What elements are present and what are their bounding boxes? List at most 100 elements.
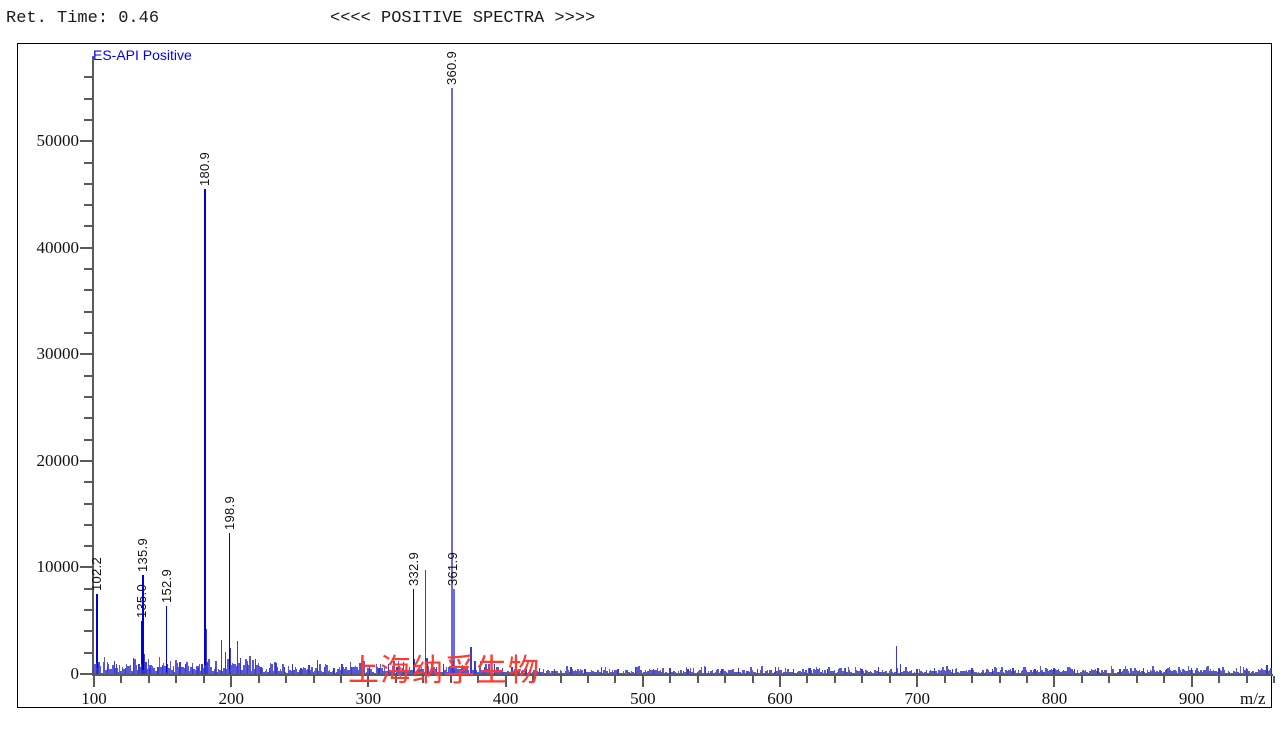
baseline-noise [698,671,700,674]
baseline-noise [500,672,502,674]
spectrum-peak [426,658,428,674]
baseline-noise [506,671,508,674]
spectrum-peak [652,668,655,674]
spectrum-peak [792,668,795,674]
baseline-noise [632,671,634,674]
baseline-noise [580,669,582,674]
baseline-noise [1100,672,1102,674]
y-tick-minor [84,545,92,548]
x-tick-label: 400 [492,689,519,708]
baseline-noise [958,673,961,674]
baseline-noise [839,667,841,674]
baseline-noise [758,672,760,674]
y-tick-minor [84,395,92,398]
baseline-noise [585,671,587,674]
baseline-noise [683,670,685,674]
baseline-noise [1111,666,1113,674]
baseline-noise [293,669,295,674]
y-axis-line [92,56,94,675]
baseline-noise [628,671,630,674]
baseline-noise [440,672,442,674]
baseline-noise [423,671,426,674]
baseline-noise [1131,670,1134,674]
baseline-noise [224,656,227,674]
x-axis-unit-label: m/z [1240,689,1266,708]
baseline-noise [239,665,242,674]
baseline-noise [1251,671,1253,674]
x-tick-label: 700 [904,689,931,708]
baseline-noise [781,673,784,674]
baseline-noise [256,664,258,674]
baseline-noise [919,669,921,674]
baseline-noise [1204,669,1206,674]
baseline-noise [903,671,906,674]
baseline-noise [828,667,830,674]
baseline-noise [1002,672,1005,674]
baseline-noise [508,671,511,674]
y-tick-major [80,673,92,675]
baseline-noise [1234,672,1236,674]
baseline-noise [1094,669,1097,674]
baseline-noise [1226,672,1228,674]
baseline-noise [416,671,419,674]
x-tick-minor [202,676,205,683]
spectrum-peak-labeled [228,533,231,674]
baseline-noise [1170,669,1172,674]
baseline-noise [544,672,546,674]
baseline-noise [315,667,317,674]
baseline-noise [182,667,184,674]
x-tick-major [916,676,919,687]
baseline-noise [706,673,708,674]
baseline-noise [543,669,545,674]
baseline-noise [997,672,999,674]
baseline-noise [1145,672,1147,674]
spectra-mode-title: <<<< POSITIVE SPECTRA >>>> [330,9,596,28]
baseline-noise [936,673,939,674]
baseline-noise [555,671,557,674]
baseline-noise [153,667,155,674]
baseline-noise [951,671,954,674]
y-tick-minor [84,182,92,185]
baseline-noise [1133,671,1135,674]
baseline-noise [462,669,464,674]
x-tick-minor [943,676,946,683]
baseline-noise [275,666,277,674]
baseline-noise [597,669,600,674]
baseline-noise [1270,668,1272,674]
baseline-noise [164,665,166,674]
baseline-noise [1198,671,1201,674]
baseline-noise [924,672,926,674]
baseline-noise [681,672,684,674]
baseline-noise [350,669,353,674]
baseline-noise [178,666,180,674]
baseline-noise [581,669,583,674]
spectrum-peak [220,639,222,674]
baseline-noise [761,666,763,674]
baseline-noise [1201,672,1204,674]
baseline-noise [409,669,412,674]
baseline-noise [329,670,331,674]
baseline-noise [551,671,553,674]
baseline-noise [460,666,463,674]
baseline-noise [695,673,697,674]
baseline-noise [1049,670,1051,674]
baseline-noise [755,673,758,674]
baseline-noise [759,669,762,674]
baseline-noise [1123,669,1125,674]
baseline-noise [881,669,884,674]
baseline-noise [304,667,306,674]
baseline-noise [221,671,224,674]
baseline-noise [645,672,648,674]
baseline-noise [1116,671,1118,674]
baseline-noise [147,658,150,674]
baseline-noise [393,661,395,674]
baseline-noise [906,671,909,674]
baseline-noise [274,661,276,674]
baseline-noise [1005,669,1007,674]
baseline-noise [575,671,578,674]
baseline-noise [1175,670,1177,674]
x-tick-minor [1080,676,1083,683]
baseline-noise [1161,672,1164,674]
baseline-noise [596,669,598,674]
baseline-noise [956,667,958,674]
